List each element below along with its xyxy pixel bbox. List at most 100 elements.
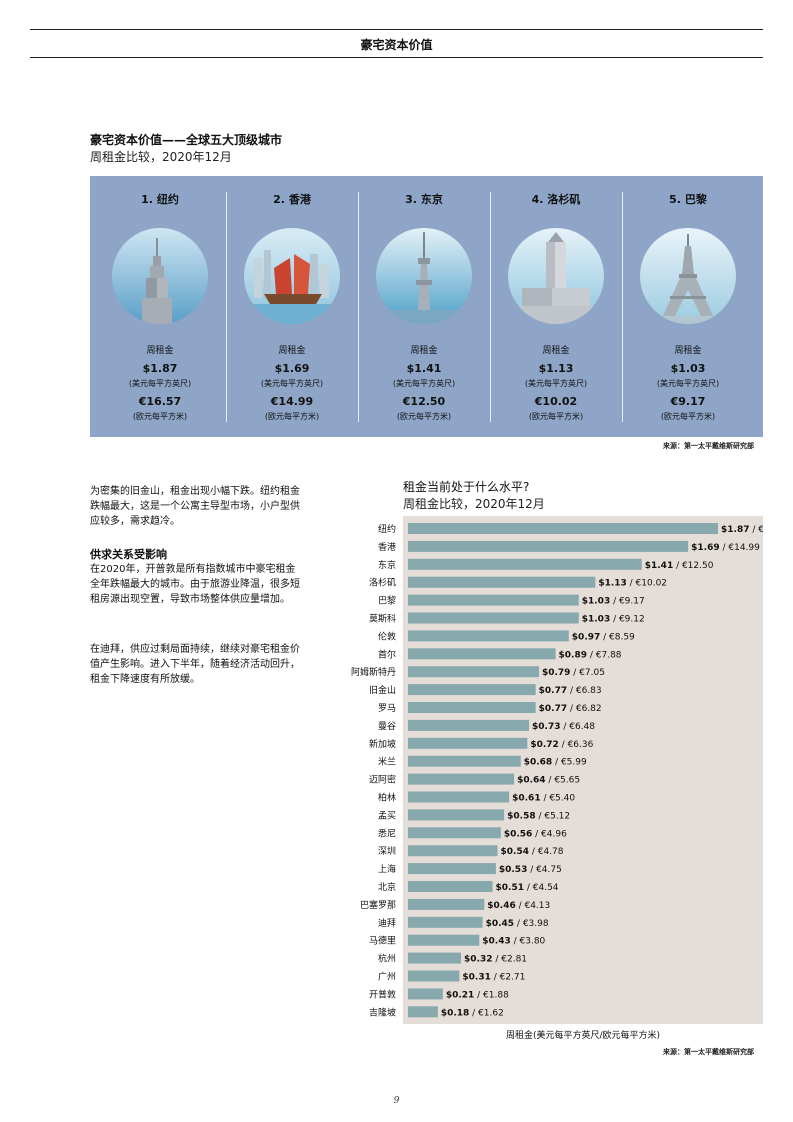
bar	[408, 755, 521, 767]
eiffel-tower-icon	[640, 228, 736, 324]
paragraph-2: 在2020年，开普敦是所有指数城市中豪宅租金全年跌幅最大的城市。由于旅游业降温，…	[90, 564, 300, 605]
bar	[408, 666, 539, 678]
paragraph-3: 在迪拜，供应过剩局面持续，继续对豪宅租金价值产生影响。进入下半年，随着经济活动回…	[90, 644, 300, 685]
bar-value-label: $0.79 / €7.05	[542, 668, 605, 678]
tokyo-skytree-icon	[376, 228, 472, 324]
bar-value-label: $0.54 / €4.78	[501, 847, 564, 857]
city-name: 3. 东京	[405, 193, 443, 206]
empire-state-building-icon	[112, 228, 208, 324]
city-name: 5. 巴黎	[669, 193, 707, 206]
bar-value-label: $0.51 / €4.54	[496, 883, 559, 893]
unit-eur: (欧元每平方米)	[132, 412, 188, 421]
bar-value-label: $0.58 / €5.12	[507, 811, 570, 821]
bar	[408, 523, 718, 534]
bar-category-label: 上海	[378, 863, 396, 875]
rent-eur-value: €9.17	[670, 395, 706, 408]
bar	[408, 827, 501, 839]
column-divider	[490, 192, 491, 422]
unit-eur: (欧元每平方米)	[660, 412, 716, 421]
bar	[408, 540, 689, 552]
city-name: 4. 洛杉矶	[531, 193, 581, 206]
bar-category-label: 开普敦	[369, 988, 396, 1000]
bar-category-label: 深圳	[378, 846, 396, 857]
page-number: 9	[393, 1096, 400, 1106]
bar-category-label: 巴塞罗那	[360, 899, 396, 911]
bar	[408, 809, 505, 821]
bar-category-label: 孟买	[378, 810, 396, 821]
rent-bar-chart: 纽约 $1.87 / €16.57 香港 $1.69 / €14.99 东京 $1.41 …	[351, 523, 763, 1018]
bar-value-label: $1.03 / €9.12	[582, 615, 645, 625]
bar-category-label: 马德里	[369, 935, 396, 947]
unit-usd: (美元每平方英尺)	[260, 379, 324, 388]
bar-value-label: $0.77 / €6.82	[539, 704, 602, 714]
city-name: 2. 香港	[273, 193, 311, 206]
bar	[408, 988, 443, 1000]
bar-value-label: $0.73 / €6.48	[532, 722, 595, 732]
bar-value-label: $1.69 / €14.99	[691, 543, 760, 553]
city-card-paris: 5. 巴黎 周租金 $1.03 (美元每平方英尺) €9.17 (欧元每平方米)	[621, 176, 755, 437]
rent-eur-value: €14.99	[270, 395, 314, 408]
bar	[408, 702, 536, 713]
bar-category-label: 莫斯科	[369, 613, 396, 625]
rent-eur-value: €10.02	[534, 395, 578, 408]
bar-category-label: 柏林	[378, 792, 396, 804]
bar-value-label: $0.53 / €4.75	[499, 865, 562, 875]
bar	[408, 648, 556, 660]
bar-category-label: 阿姆斯特丹	[351, 666, 396, 678]
unit-eur: (欧元每平方米)	[528, 412, 584, 421]
bar	[408, 916, 483, 928]
bar	[408, 594, 579, 606]
bar	[408, 719, 530, 731]
bar-value-label: $0.89 / €7.88	[559, 650, 622, 660]
rent-eur-value: €16.57	[138, 395, 182, 408]
bar	[408, 934, 480, 946]
bar-category-label: 悉尼	[378, 827, 396, 839]
rent-usd-value: $1.69	[274, 362, 310, 375]
bar-value-label: $1.87 / €16.57	[721, 525, 763, 535]
bar-value-label: $0.61 / €5.40	[512, 794, 575, 804]
rent-usd-value: $1.87	[142, 362, 178, 375]
bar	[408, 952, 462, 964]
bar-category-label: 罗马	[378, 703, 396, 714]
bar	[408, 881, 493, 892]
bar-value-label: $0.32 / €2.81	[464, 955, 527, 965]
bar-category-label: 曼谷	[378, 721, 396, 732]
bar-category-label: 东京	[378, 559, 396, 571]
column-divider	[622, 192, 623, 422]
bar-category-label: 巴黎	[378, 595, 396, 607]
top-cities-panel: 1. 纽约 周租金 $1.87 (美元每平方英尺) €16.57 (欧元每平方米…	[90, 176, 763, 437]
bar	[408, 737, 528, 749]
column-divider	[358, 192, 359, 422]
bar-category-label: 旧金山	[369, 684, 396, 696]
bar	[408, 630, 569, 642]
bar-category-label: 北京	[378, 881, 396, 893]
bar-category-label: 洛杉矶	[369, 577, 396, 589]
bar	[408, 576, 596, 588]
bar	[408, 558, 642, 570]
rent-usd-value: $1.41	[406, 362, 442, 375]
bar-category-label: 米兰	[378, 756, 396, 768]
rent-label: 周租金	[542, 346, 570, 356]
bar	[408, 845, 498, 857]
unit-usd: (美元每平方英尺)	[656, 379, 720, 388]
city-card-los-angeles: 4. 洛杉矶 周租金 $1.13 (美元每平方英尺) €10.02 (欧元每平方…	[489, 176, 623, 437]
rent-usd-value: $1.13	[538, 362, 574, 375]
bar-value-label: $0.21 / €1.88	[446, 990, 509, 1000]
bar	[408, 1006, 438, 1018]
bar-value-label: $0.18 / €1.62	[441, 1008, 504, 1018]
chart-title: 租金当前处于什么水平?	[403, 480, 530, 494]
bar	[408, 898, 485, 910]
unit-usd: (美元每平方英尺)	[524, 379, 588, 388]
la-city-hall-icon	[508, 228, 604, 324]
rent-label: 周租金	[278, 346, 306, 356]
unit-usd: (美元每平方英尺)	[392, 379, 456, 388]
paragraph-1: 为密集的旧金山，租金出现小幅下跌。纽约租金跌幅最大，这是一个公寓主导型市场，小户…	[90, 486, 300, 527]
bar-category-label: 迈阿密	[369, 774, 396, 786]
bar-value-label: $0.43 / €3.80	[482, 937, 545, 947]
rent-label: 周租金	[674, 346, 702, 356]
bar-value-label: $1.03 / €9.17	[582, 597, 645, 607]
subheading-supply-demand: 供求关系受影响	[90, 548, 167, 561]
city-card-new-york: 1. 纽约 周租金 $1.87 (美元每平方英尺) €16.57 (欧元每平方米…	[93, 176, 227, 437]
bar-category-label: 吉隆坡	[369, 1006, 396, 1018]
bar-value-label: $0.56 / €4.96	[504, 829, 567, 839]
